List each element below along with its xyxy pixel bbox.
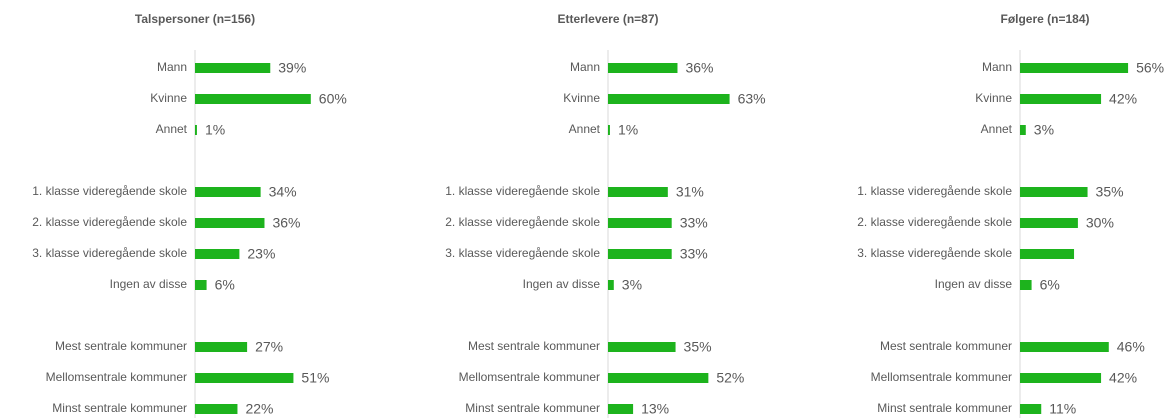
value-label: 56% [1136, 60, 1164, 76]
category-label: Mellomsentrale kommuner [459, 370, 600, 384]
value-label: 27% [255, 339, 283, 355]
chart-title: Følgere (n=184) [1000, 12, 1089, 26]
value-label: 35% [684, 339, 712, 355]
bar [195, 63, 271, 73]
bar [195, 249, 240, 259]
value-label: 51% [301, 370, 329, 386]
bar [1020, 218, 1078, 228]
category-label: Mann [570, 60, 600, 74]
value-label: 42% [1109, 91, 1137, 107]
bar [1020, 63, 1129, 73]
value-label: 42% [1109, 370, 1137, 386]
bar [195, 280, 207, 290]
value-label: 60% [319, 91, 347, 107]
bar [1020, 373, 1102, 383]
bar [1020, 342, 1109, 352]
bar [195, 125, 197, 135]
category-label: Kvinne [563, 91, 600, 105]
value-label: 6% [1040, 277, 1060, 293]
bar [195, 187, 261, 197]
category-label: 2. klasse videregående skole [445, 215, 600, 229]
value-label: 46% [1117, 339, 1145, 355]
bar [195, 218, 265, 228]
value-label: 36% [272, 215, 300, 231]
category-label: 3. klasse videregående skole [32, 246, 187, 260]
category-label: Minst sentrale kommuner [877, 401, 1012, 415]
category-label: Annet [156, 122, 188, 136]
bar [1020, 187, 1088, 197]
bar [1020, 125, 1026, 135]
category-label: Kvinne [150, 91, 187, 105]
category-label: Ingen av disse [110, 277, 188, 291]
category-label: Ingen av disse [523, 277, 601, 291]
value-label: 1% [205, 122, 225, 138]
category-label: 1. klasse videregående skole [32, 184, 187, 198]
chart-title: Talspersoner (n=156) [135, 12, 255, 26]
value-label: 63% [738, 91, 766, 107]
bar [1020, 280, 1032, 290]
category-label: Mest sentrale kommuner [55, 339, 187, 353]
category-label: 1. klasse videregående skole [857, 184, 1012, 198]
value-label: 11% [1049, 401, 1076, 417]
value-label: 13% [641, 401, 669, 417]
category-label: 2. klasse videregående skole [857, 215, 1012, 229]
value-label: 30% [1086, 215, 1114, 231]
bar [608, 249, 672, 259]
bar [195, 373, 294, 383]
category-label: Minst sentrale kommuner [52, 401, 187, 415]
bar [608, 63, 678, 73]
bar [1020, 94, 1102, 104]
value-label: 35% [1096, 184, 1124, 200]
value-label: 31% [676, 184, 704, 200]
category-label: Mest sentrale kommuner [468, 339, 600, 353]
bar [195, 94, 311, 104]
bar [608, 125, 610, 135]
value-label: 3% [1034, 122, 1054, 138]
value-label: 6% [215, 277, 235, 293]
category-label: Mann [157, 60, 187, 74]
value-label: 52% [716, 370, 744, 386]
category-label: Mann [982, 60, 1012, 74]
value-label: 39% [278, 60, 306, 76]
category-label: Mellomsentrale kommuner [46, 370, 187, 384]
category-label: Kvinne [975, 91, 1012, 105]
bar [195, 342, 248, 352]
chart-title: Etterlevere (n=87) [557, 12, 658, 26]
bar [608, 404, 634, 414]
category-label: Mellomsentrale kommuner [871, 370, 1012, 384]
category-label: Annet [981, 122, 1013, 136]
value-label: 23% [247, 246, 275, 262]
value-label: 33% [680, 246, 708, 262]
value-label: 34% [269, 184, 297, 200]
bar [1020, 404, 1042, 414]
category-label: 2. klasse videregående skole [32, 215, 187, 229]
value-label: 1% [618, 122, 638, 138]
category-label: Annet [569, 122, 601, 136]
category-label: 3. klasse videregående skole [445, 246, 600, 260]
category-label: Ingen av disse [935, 277, 1013, 291]
bar [608, 94, 730, 104]
value-label: 33% [680, 215, 708, 231]
bar [608, 373, 709, 383]
category-label: Minst sentrale kommuner [465, 401, 600, 415]
bar [608, 187, 668, 197]
bar [1020, 249, 1075, 259]
bar [195, 404, 238, 414]
value-label: 3% [622, 277, 642, 293]
bar [608, 218, 672, 228]
bar [608, 342, 676, 352]
value-label: 36% [685, 60, 713, 76]
bar [608, 280, 614, 290]
category-label: Mest sentrale kommuner [880, 339, 1012, 353]
category-label: 1. klasse videregående skole [445, 184, 600, 198]
value-label: 22% [245, 401, 273, 417]
category-label: 3. klasse videregående skole [857, 246, 1012, 260]
